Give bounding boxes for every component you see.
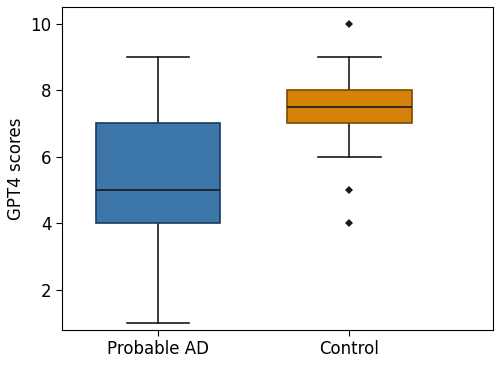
- Bar: [287, 90, 412, 123]
- Y-axis label: GPT4 scores: GPT4 scores: [7, 117, 25, 219]
- Bar: [96, 123, 220, 223]
